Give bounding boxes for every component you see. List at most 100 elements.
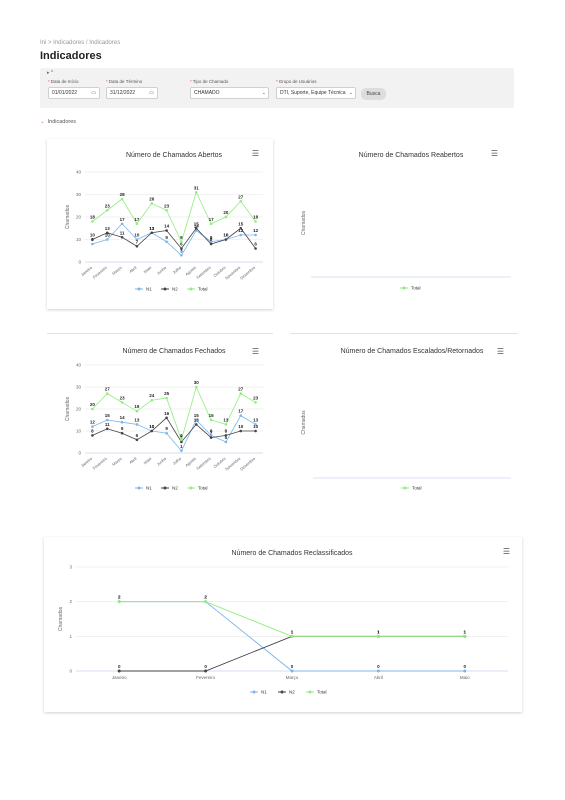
search-button[interactable]: Busca [361, 88, 386, 100]
legend-label: N2 [172, 486, 178, 491]
data-point [150, 429, 154, 433]
x-tick-label: Fevereiro [196, 675, 216, 680]
data-point [135, 423, 139, 426]
data-label: 0 [118, 664, 121, 669]
data-label: 1 [291, 629, 294, 634]
chart-menu-icon[interactable]: ☰ [251, 347, 259, 356]
data-label: 6 [136, 433, 139, 438]
data-label: 14 [120, 415, 126, 420]
data-label: 13 [194, 417, 200, 422]
data-point [180, 449, 183, 453]
data-point [150, 398, 154, 402]
calendar-icon[interactable]: ▭ [149, 90, 154, 96]
data-label: 2 [118, 595, 121, 600]
data-label: 18 [90, 215, 96, 220]
data-label: 31 [194, 185, 200, 190]
y-axis-label: Chamados [301, 410, 307, 435]
filter-toggle[interactable]: ▸ ^ [47, 70, 54, 76]
data-point [105, 231, 109, 235]
chart-menu-icon[interactable]: ☰ [502, 547, 510, 556]
data-label: 16 [164, 411, 170, 416]
data-label: 18 [253, 215, 259, 220]
data-label: 30 [194, 380, 200, 385]
y-axis-label: Chamados [65, 204, 71, 229]
y-tick-label: 10 [76, 237, 82, 242]
data-label: 1 [464, 629, 467, 634]
indicators-section-header[interactable]: ⌄ Indicadores [40, 119, 77, 125]
chart-menu-icon[interactable]: ☰ [251, 149, 259, 158]
chart-menu-icon[interactable]: ☰ [490, 149, 498, 158]
ticket-type-select[interactable]: CHAMADO ⌄ [190, 87, 269, 99]
start-date-input[interactable]: 01/01/2022 ▭ [48, 87, 100, 99]
data-point [180, 240, 183, 244]
data-point [194, 226, 198, 230]
data-label: 7 [210, 431, 213, 436]
data-point [120, 197, 124, 201]
data-label: 13 [105, 226, 111, 231]
data-label: 19 [134, 404, 140, 409]
data-point [117, 669, 121, 673]
escalated-tickets-card: Número de Chamados Escalados/Retornados C… [283, 339, 518, 499]
data-label: 1 [377, 629, 380, 634]
legend-label: Total [198, 287, 208, 292]
x-tick-label: Maio [143, 264, 153, 274]
reopened-tickets-chart: Número de Chamados Reabertos Chamados Tota… [301, 152, 511, 291]
data-point [209, 222, 213, 226]
data-label: 7 [136, 239, 139, 244]
data-point [224, 238, 228, 241]
data-label: 1 [377, 629, 380, 634]
start-date-group: *Data de Início 01/01/2022 ▭ [48, 79, 100, 99]
data-label: 15 [194, 413, 200, 418]
data-label: 13 [149, 226, 155, 231]
end-date-input[interactable]: 31/12/2022 ▭ [106, 87, 158, 99]
data-label: 17 [238, 409, 244, 414]
data-label: 27 [238, 194, 244, 199]
data-label: 5 [225, 435, 228, 440]
data-point [209, 242, 213, 246]
chevron-down-icon: ⌄ [40, 119, 45, 125]
data-label: 9 [121, 426, 124, 431]
calendar-icon[interactable]: ▭ [91, 90, 96, 96]
chart-menu-icon[interactable]: ☰ [496, 347, 504, 356]
legend-marker [137, 287, 141, 291]
data-label: 12 [253, 228, 259, 233]
data-label: 6 [180, 242, 183, 247]
legend-marker [189, 486, 193, 490]
data-point [91, 242, 94, 246]
data-label: 1 [291, 629, 294, 634]
x-tick-label: Março [111, 264, 123, 275]
legend-label: Total [412, 486, 422, 491]
data-point [239, 414, 243, 417]
x-tick-label: Janeiro [112, 675, 127, 680]
user-group-select[interactable]: DTI, Suporte, Equipe Técnica ⌄ [276, 87, 356, 99]
data-point [254, 233, 257, 237]
reclassified-tickets-chart: Número de Chamados Reclassificados Chamad… [58, 550, 508, 695]
y-tick-label: 10 [76, 429, 82, 434]
data-label: 25 [164, 391, 170, 396]
x-tick-label: Junho [156, 455, 168, 466]
data-label: 14 [194, 224, 200, 229]
legend-label: Total [198, 486, 208, 491]
chart-title: Número de Chamados Abertos [126, 152, 223, 159]
y-tick-label: 0 [69, 669, 72, 674]
data-point [91, 407, 94, 411]
data-label: 9 [165, 426, 168, 431]
y-tick-label: 3 [69, 565, 72, 570]
data-label: 8 [91, 428, 94, 433]
data-point [290, 669, 294, 673]
data-label: 13 [223, 417, 229, 422]
data-label: 6 [254, 242, 257, 247]
data-label: 13 [134, 417, 140, 422]
data-point [135, 409, 139, 413]
legend-label: N1 [261, 690, 267, 695]
data-point [239, 226, 243, 230]
data-point [254, 401, 257, 404]
chevron-down-icon: ⌄ [261, 90, 266, 96]
data-point [165, 240, 168, 244]
x-tick-label: Fevereiro [92, 264, 109, 279]
data-label: 24 [149, 393, 155, 398]
data-point [254, 429, 257, 433]
data-point [224, 434, 228, 437]
x-tick-label: Março [111, 455, 123, 466]
legend-label: N2 [289, 690, 295, 695]
